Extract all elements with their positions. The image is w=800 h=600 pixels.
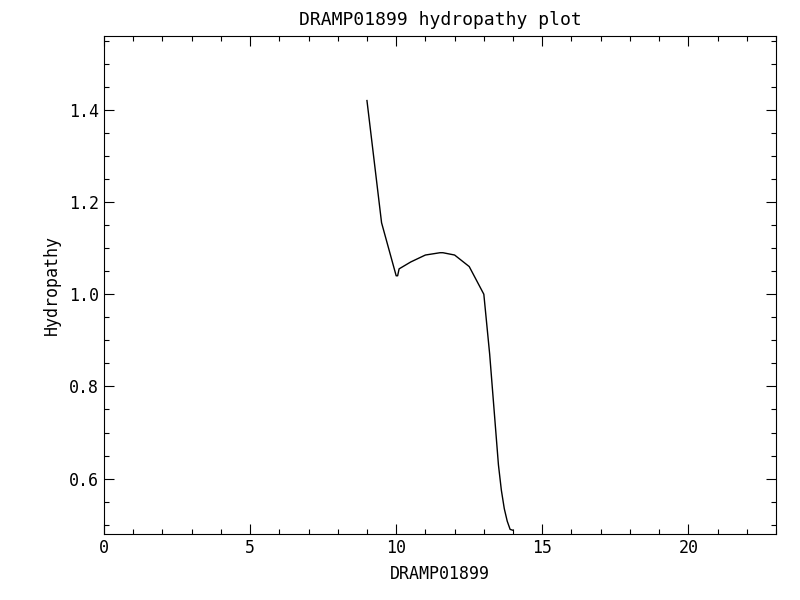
Y-axis label: Hydropathy: Hydropathy <box>43 235 61 335</box>
Title: DRAMP01899 hydropathy plot: DRAMP01899 hydropathy plot <box>298 11 582 29</box>
X-axis label: DRAMP01899: DRAMP01899 <box>390 565 490 583</box>
